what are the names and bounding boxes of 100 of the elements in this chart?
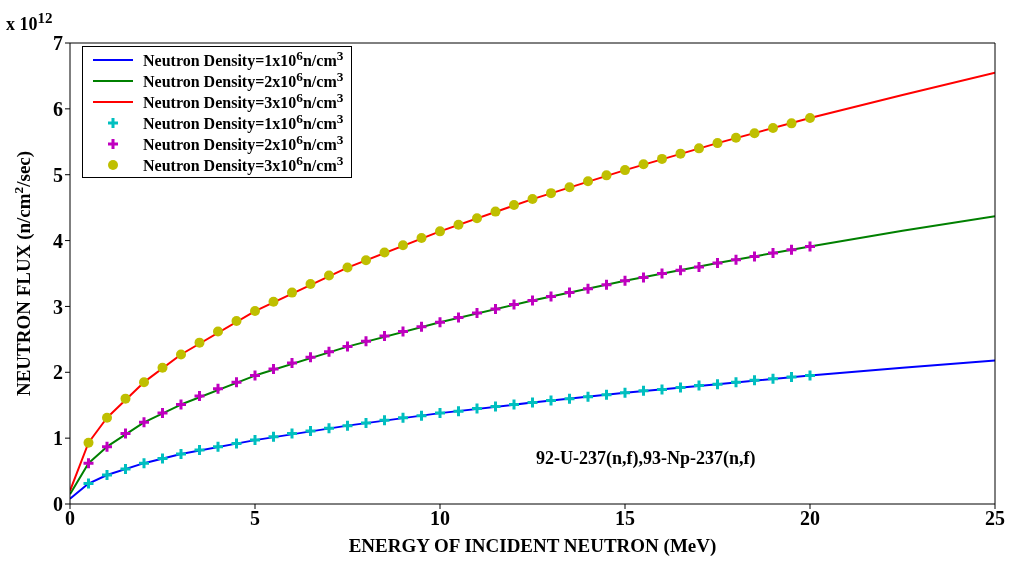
point <box>766 372 780 386</box>
point <box>453 219 464 230</box>
point <box>230 436 243 450</box>
point <box>396 411 410 425</box>
point <box>119 462 132 476</box>
point <box>82 477 95 491</box>
point <box>655 267 669 280</box>
point <box>600 278 613 292</box>
point <box>267 430 280 444</box>
point <box>544 394 558 408</box>
point <box>694 143 704 154</box>
point <box>674 380 687 394</box>
point <box>285 427 299 441</box>
point <box>378 413 391 427</box>
point <box>731 132 741 143</box>
legend-label: Neutron Density=1x10$^{6}$n/cm$^{3}$ <box>143 111 344 134</box>
point <box>174 447 188 461</box>
point <box>675 148 686 159</box>
point <box>637 384 650 398</box>
point <box>470 402 484 416</box>
point <box>803 369 817 383</box>
point <box>137 456 151 470</box>
point <box>193 443 206 457</box>
point <box>509 200 519 211</box>
point <box>470 306 484 320</box>
point <box>248 433 262 447</box>
y-tick-label: 0 <box>53 493 63 516</box>
point <box>433 406 447 420</box>
point <box>433 315 447 329</box>
y-tick-label: 6 <box>53 97 63 120</box>
point <box>268 296 279 307</box>
point <box>102 412 112 423</box>
legend-label: Neutron Density=1x10$^{6}$n/cm$^{3}$ <box>143 48 344 71</box>
point <box>100 440 114 454</box>
point <box>749 128 760 139</box>
point <box>156 452 169 466</box>
point <box>396 324 410 338</box>
point <box>620 165 630 176</box>
point <box>287 287 297 298</box>
point <box>213 326 223 337</box>
point <box>435 226 445 237</box>
point <box>322 421 336 435</box>
point <box>655 382 669 396</box>
point <box>82 456 95 470</box>
point <box>563 286 576 300</box>
point <box>546 188 556 199</box>
point <box>563 392 576 406</box>
point <box>322 345 336 359</box>
point <box>250 306 260 317</box>
point <box>120 393 131 404</box>
point <box>452 311 465 325</box>
point <box>359 416 373 430</box>
y-tick-label: 1 <box>53 427 63 450</box>
point <box>83 437 94 448</box>
point <box>378 329 391 343</box>
x-tick-label: 20 <box>800 507 820 530</box>
point <box>527 194 538 205</box>
point <box>507 398 521 412</box>
point <box>489 302 502 316</box>
text: x 10$^{12}$ <box>6 10 53 35</box>
point <box>193 389 206 403</box>
point <box>156 406 169 420</box>
point <box>361 255 371 266</box>
point <box>748 373 761 387</box>
point <box>638 159 649 170</box>
point <box>211 382 225 396</box>
y-tick-label: 4 <box>53 229 63 252</box>
point <box>748 249 761 263</box>
point <box>729 375 743 389</box>
point <box>194 337 205 348</box>
point <box>305 279 316 290</box>
point <box>341 340 354 354</box>
point <box>415 409 428 423</box>
legend-label: Neutron Density=2x10$^{6}$n/cm$^{3}$ <box>143 69 344 92</box>
x-axis-title: ENERGY OF INCIDENT NEUTRON (MeV) <box>348 535 717 557</box>
point <box>472 213 482 224</box>
point <box>507 297 521 311</box>
x-tick-label: 25 <box>985 507 1005 530</box>
point <box>618 274 632 288</box>
point <box>526 294 539 307</box>
point <box>692 378 706 392</box>
point <box>231 315 242 326</box>
point <box>711 256 724 270</box>
legend-label: Neutron Density=3x10$^{6}$n/cm$^{3}$ <box>143 153 344 176</box>
point <box>211 440 225 454</box>
point <box>379 247 390 258</box>
point <box>657 153 667 164</box>
point <box>564 182 575 193</box>
point <box>137 415 151 429</box>
point <box>766 246 780 260</box>
point <box>768 122 778 133</box>
point <box>674 263 687 277</box>
point <box>139 377 149 388</box>
point <box>359 334 373 348</box>
point <box>398 240 408 251</box>
point <box>416 232 427 243</box>
y-tick-label: 7 <box>53 32 63 55</box>
line-series <box>70 215 995 496</box>
point <box>341 419 354 433</box>
point <box>803 240 817 253</box>
